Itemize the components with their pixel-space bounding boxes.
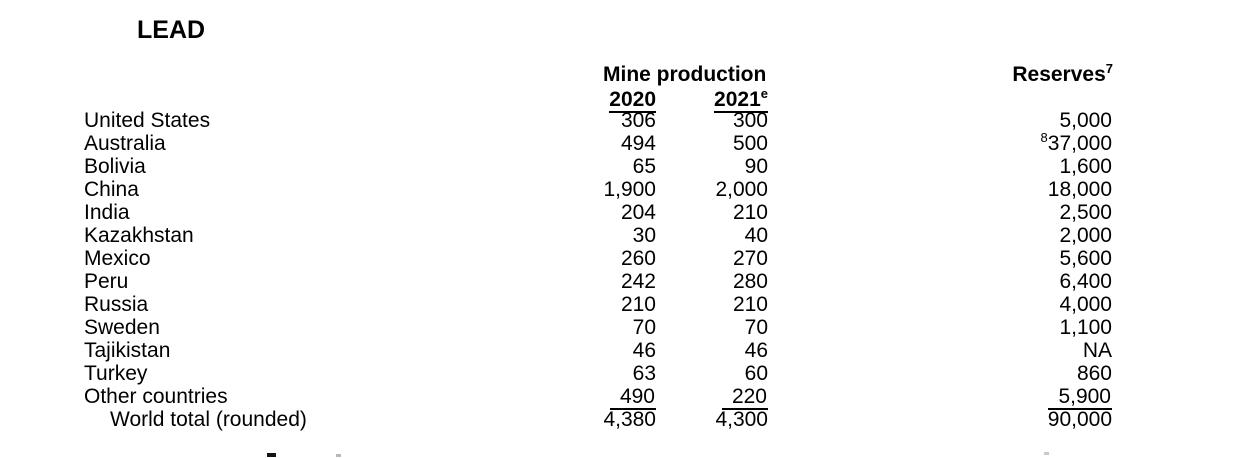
column-gap <box>768 385 950 410</box>
production-2020-cell: 306 <box>620 109 656 132</box>
reserves-cell: 5,000 <box>1059 109 1112 132</box>
production-2021-cell: 210 <box>732 293 768 316</box>
footnote-ref: 8 <box>1040 130 1048 145</box>
table-row: Peru 242 280 6,400 <box>84 270 1112 293</box>
column-gap <box>768 224 950 247</box>
column-gap <box>768 270 950 293</box>
production-2021-cell: 90 <box>744 155 768 178</box>
country-cell: India <box>84 201 130 224</box>
production-2021-cell: 270 <box>732 247 768 270</box>
production-2021-cell: 2,000 <box>715 178 768 201</box>
column-gap <box>768 178 950 201</box>
production-2020-cell: 70 <box>632 316 656 339</box>
production-2021-cell: 40 <box>744 224 768 247</box>
table-row: Tajikistan 46 46 NA <box>84 339 1112 362</box>
production-2021-cell: 280 <box>732 270 768 293</box>
production-2021-cell: 500 <box>732 132 768 155</box>
reserves-cell: 1,100 <box>1059 316 1112 339</box>
production-2021-cell: 220 <box>656 385 768 410</box>
column-gap <box>768 132 950 155</box>
reserves-cell: 837,000 <box>1040 130 1112 155</box>
production-2020-cell: 4,380 <box>603 408 656 431</box>
country-cell: Peru <box>84 270 129 293</box>
cutoff-text-fragment <box>267 453 276 457</box>
reserves-cell: 4,000 <box>1059 293 1112 316</box>
column-gap <box>768 339 950 362</box>
table-row: India 204 210 2,500 <box>84 201 1112 224</box>
country-cell: Kazakhstan <box>84 224 194 247</box>
reserves-cell: NA <box>1082 339 1112 362</box>
production-2020-cell: 210 <box>620 293 656 316</box>
footnote-ref-7: 7 <box>1105 61 1113 76</box>
production-2021-cell: 210 <box>732 201 768 224</box>
reserves-cell: 1,600 <box>1059 155 1112 178</box>
country-cell: Sweden <box>84 316 160 339</box>
table-row: China 1,900 2,000 18,000 <box>84 178 1112 201</box>
table-row: Mexico 260 270 5,600 <box>84 247 1112 270</box>
column-gap <box>768 155 950 178</box>
mine-production-header: Mine production <box>603 63 767 86</box>
production-2020-cell: 490 <box>504 385 656 410</box>
year-2020-label: 2020 <box>609 88 656 113</box>
reserves-cell: 860 <box>1076 362 1112 385</box>
country-cell: Bolivia <box>84 155 146 178</box>
table-row: Russia 210 210 4,000 <box>84 293 1112 316</box>
production-2020-cell: 260 <box>620 247 656 270</box>
reserves-cell: 6,400 <box>1059 270 1112 293</box>
column-gap <box>768 362 950 385</box>
production-2020-cell: 65 <box>632 155 656 178</box>
reserves-cell: 90,000 <box>1047 408 1112 431</box>
footnote-ref-e: e <box>760 86 768 101</box>
table-row: Turkey 63 60 860 <box>84 362 1112 385</box>
reserves-cell: 18,000 <box>1047 178 1112 201</box>
production-2020-cell: 204 <box>620 201 656 224</box>
table-row: United States 306 300 5,000 <box>84 109 1112 132</box>
reserves-cell: 2,000 <box>1059 224 1112 247</box>
column-gap <box>768 316 950 339</box>
year-2021-header: 2021e <box>656 86 768 113</box>
production-2020-cell: 242 <box>620 270 656 293</box>
country-cell: World total (rounded) <box>110 408 307 431</box>
country-cell: Other countries <box>84 385 228 408</box>
production-2021-cell: 60 <box>744 362 768 385</box>
production-2021-cell: 300 <box>732 109 768 132</box>
country-cell: United States <box>84 109 211 132</box>
table-row: Other countries 490 220 5,900 <box>84 385 1112 410</box>
page-title: LEAD <box>137 16 206 44</box>
reserves-cell: 5,900 <box>950 385 1112 410</box>
column-gap <box>768 109 950 132</box>
table-row: World total (rounded) 4,380 4,300 90,000 <box>84 408 1112 431</box>
cutoff-text-fragment <box>336 454 341 457</box>
table-rows: United States 306 300 5,000 Australia 49… <box>84 109 1112 431</box>
column-gap <box>768 247 950 270</box>
country-cell: Russia <box>84 293 149 316</box>
production-2020-cell: 494 <box>620 132 656 155</box>
table-row: Bolivia 65 90 1,600 <box>84 155 1112 178</box>
column-gap <box>768 293 950 316</box>
reserves-header: Reserves7 <box>1012 61 1113 86</box>
production-2020-cell: 1,900 <box>603 178 656 201</box>
cutoff-text-fragment <box>1044 452 1049 455</box>
production-2021-cell: 70 <box>744 316 768 339</box>
column-gap <box>768 408 950 431</box>
year-2020-header: 2020 <box>504 88 656 113</box>
country-cell: Mexico <box>84 247 151 270</box>
year-2021-label: 2021e <box>714 86 768 113</box>
production-2021-cell: 46 <box>744 339 768 362</box>
table-row: Australia 494 500 837,000 <box>84 130 1112 155</box>
country-cell: Turkey <box>84 362 148 385</box>
reserves-cell: 5,600 <box>1059 247 1112 270</box>
table-row: Kazakhstan 30 40 2,000 <box>84 224 1112 247</box>
production-2020-cell: 46 <box>632 339 656 362</box>
production-2021-cell: 4,300 <box>715 408 768 431</box>
table-row: Sweden 70 70 1,100 <box>84 316 1112 339</box>
reserves-cell: 2,500 <box>1059 201 1112 224</box>
country-cell: China <box>84 178 139 201</box>
country-cell: Tajikistan <box>84 339 171 362</box>
country-cell: Australia <box>84 132 166 155</box>
production-2020-cell: 30 <box>632 224 656 247</box>
column-gap <box>768 201 950 224</box>
production-2020-cell: 63 <box>632 362 656 385</box>
